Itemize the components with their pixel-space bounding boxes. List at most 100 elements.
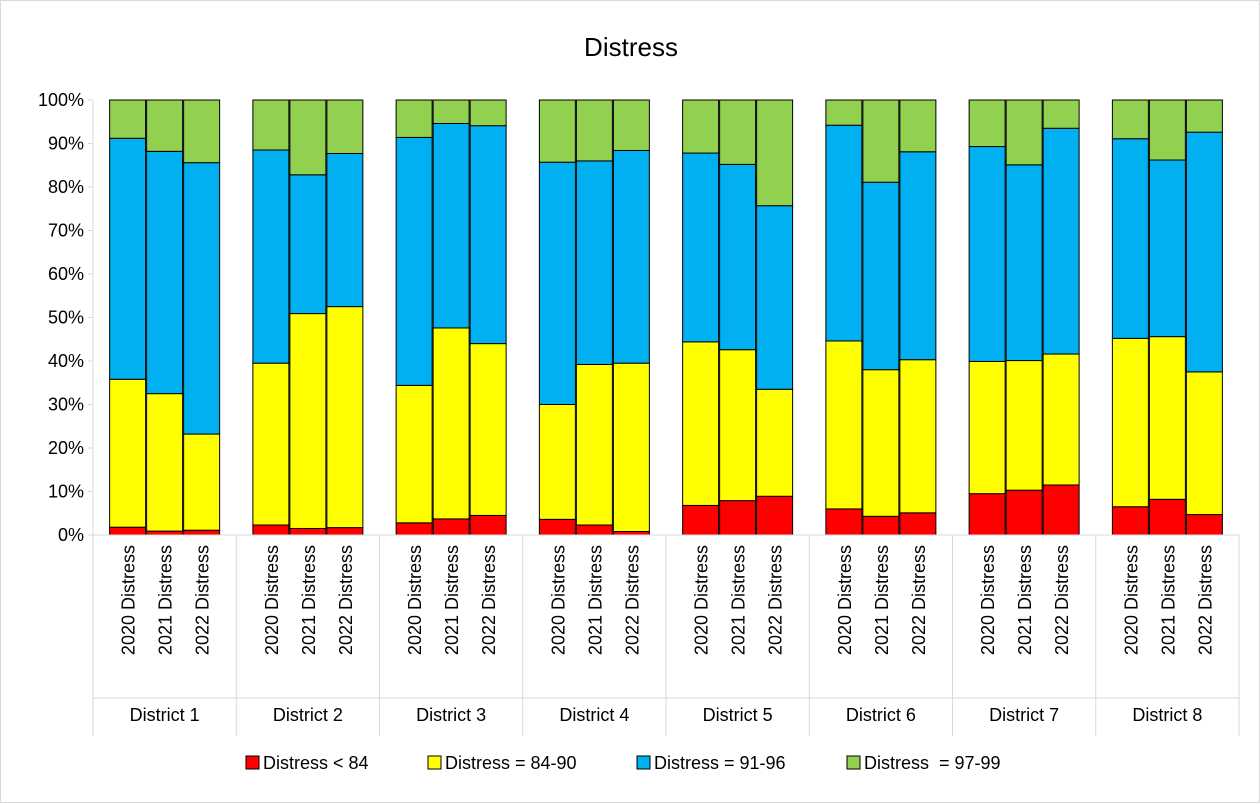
bar-segment [862, 369, 900, 517]
bar-segment [575, 99, 613, 162]
bar-segment [109, 526, 147, 536]
y-tick-label: 100% [38, 90, 84, 110]
bar-segment [968, 360, 1006, 495]
legend-label: Distress < 84 [263, 753, 369, 773]
bar-segment [252, 362, 290, 526]
bar-segment [1185, 99, 1223, 133]
bar-segment [289, 99, 327, 176]
bar-segment [682, 504, 720, 536]
legend-label: Distress = 91-96 [654, 753, 786, 773]
bar-segment [252, 99, 290, 151]
x-category-label: 2022 Distress [1052, 545, 1072, 655]
y-tick-label: 80% [48, 177, 84, 197]
bar-segment [719, 500, 757, 536]
x-category-label: 2020 Distress [835, 545, 855, 655]
bar-segment [469, 343, 507, 516]
bar-segment [862, 515, 900, 536]
bar-segment [326, 153, 364, 308]
y-tick-label: 60% [48, 264, 84, 284]
y-tick-label: 70% [48, 221, 84, 241]
bar-segment [289, 527, 327, 536]
x-category-label: 2021 Distress [299, 545, 319, 655]
bar-segment [326, 306, 364, 529]
bar-segment [682, 99, 720, 154]
x-category-label: 2020 Distress [978, 545, 998, 655]
x-category-label: 2021 Distress [442, 545, 462, 655]
bar-segment [899, 359, 937, 514]
x-category-label: 2020 Distress [692, 545, 712, 655]
bar-segment [538, 99, 576, 163]
legend: Distress < 84 Distress = 84-90 Distress = … [245, 753, 1001, 773]
legend-swatch [636, 755, 651, 770]
y-tick-label: 90% [48, 134, 84, 154]
bar-segment [899, 99, 937, 153]
bar-segment [1042, 484, 1080, 536]
bar-segment [1111, 138, 1149, 339]
x-category-label: 2021 Distress [585, 545, 605, 655]
bar-segment [899, 512, 937, 536]
x-group-label: District 1 [130, 705, 200, 725]
bar-segment [1148, 159, 1186, 338]
bar-segment [1185, 131, 1223, 373]
bar-segment [756, 388, 794, 497]
x-category-label: 2021 Distress [1158, 545, 1178, 655]
bar-segment [289, 313, 327, 529]
bar-segment [469, 99, 507, 127]
x-group-label: District 3 [416, 705, 486, 725]
bar-segment [183, 162, 221, 435]
bar-segment [825, 508, 863, 536]
x-group-label: District 4 [559, 705, 629, 725]
bar-segment [1185, 514, 1223, 536]
bar-segment [825, 124, 863, 342]
bar-segment [1148, 336, 1186, 500]
bar-segment [1111, 99, 1149, 140]
x-group-label: District 2 [273, 705, 343, 725]
bar-segment [395, 384, 433, 524]
legend-label: Distress = 84-90 [445, 753, 577, 773]
bar-segment [1042, 127, 1080, 355]
bar-segment [899, 151, 937, 361]
bar-segment [575, 160, 613, 365]
bar-segment [109, 99, 147, 139]
y-axis: 0% 10% 20% 30% 40% 50% 60% 70% 80% 90% 100% [38, 90, 94, 545]
legend-swatch [245, 755, 260, 770]
bar-segment [432, 327, 470, 520]
bar-segment [395, 99, 433, 138]
bar-segment [968, 146, 1006, 362]
y-tick-label: 10% [48, 482, 84, 502]
bar-segment [825, 340, 863, 510]
bar-segment [538, 161, 576, 405]
bar-segment [109, 137, 147, 380]
bar-segment [612, 149, 650, 364]
bar-segment [682, 341, 720, 506]
bar-segment [252, 524, 290, 536]
x-axis: 2020 Distress 2021 Distress 2022 Distress D… [92, 534, 1240, 736]
x-category-label: 2022 Distress [336, 545, 356, 655]
bar-segment [756, 205, 794, 390]
x-category-label: 2020 Distress [119, 545, 139, 655]
bar-segment [612, 362, 650, 533]
bar-segment [825, 99, 863, 126]
x-category-label: 2021 Distress [1015, 545, 1035, 655]
bar-segment [612, 531, 650, 536]
legend-swatch [846, 755, 861, 770]
bar-segment [862, 99, 900, 183]
bar-segment [575, 363, 613, 526]
bar-segment [575, 524, 613, 536]
bar-segment [146, 99, 184, 152]
x-group-label: District 7 [989, 705, 1059, 725]
bar-segment [146, 150, 184, 395]
bar-segment [1005, 99, 1043, 166]
x-category-label: 2020 Distress [548, 545, 568, 655]
bar-segment [1111, 337, 1149, 508]
bar-segment [719, 163, 757, 351]
bar-segment [146, 393, 184, 532]
x-category-label: 2022 Distress [1195, 545, 1215, 655]
bar-segment [719, 349, 757, 502]
bar-segment [109, 378, 147, 528]
bar-segment [469, 125, 507, 345]
y-tick-label: 20% [48, 438, 84, 458]
bar-segment [183, 99, 221, 164]
bar-segment [326, 527, 364, 536]
